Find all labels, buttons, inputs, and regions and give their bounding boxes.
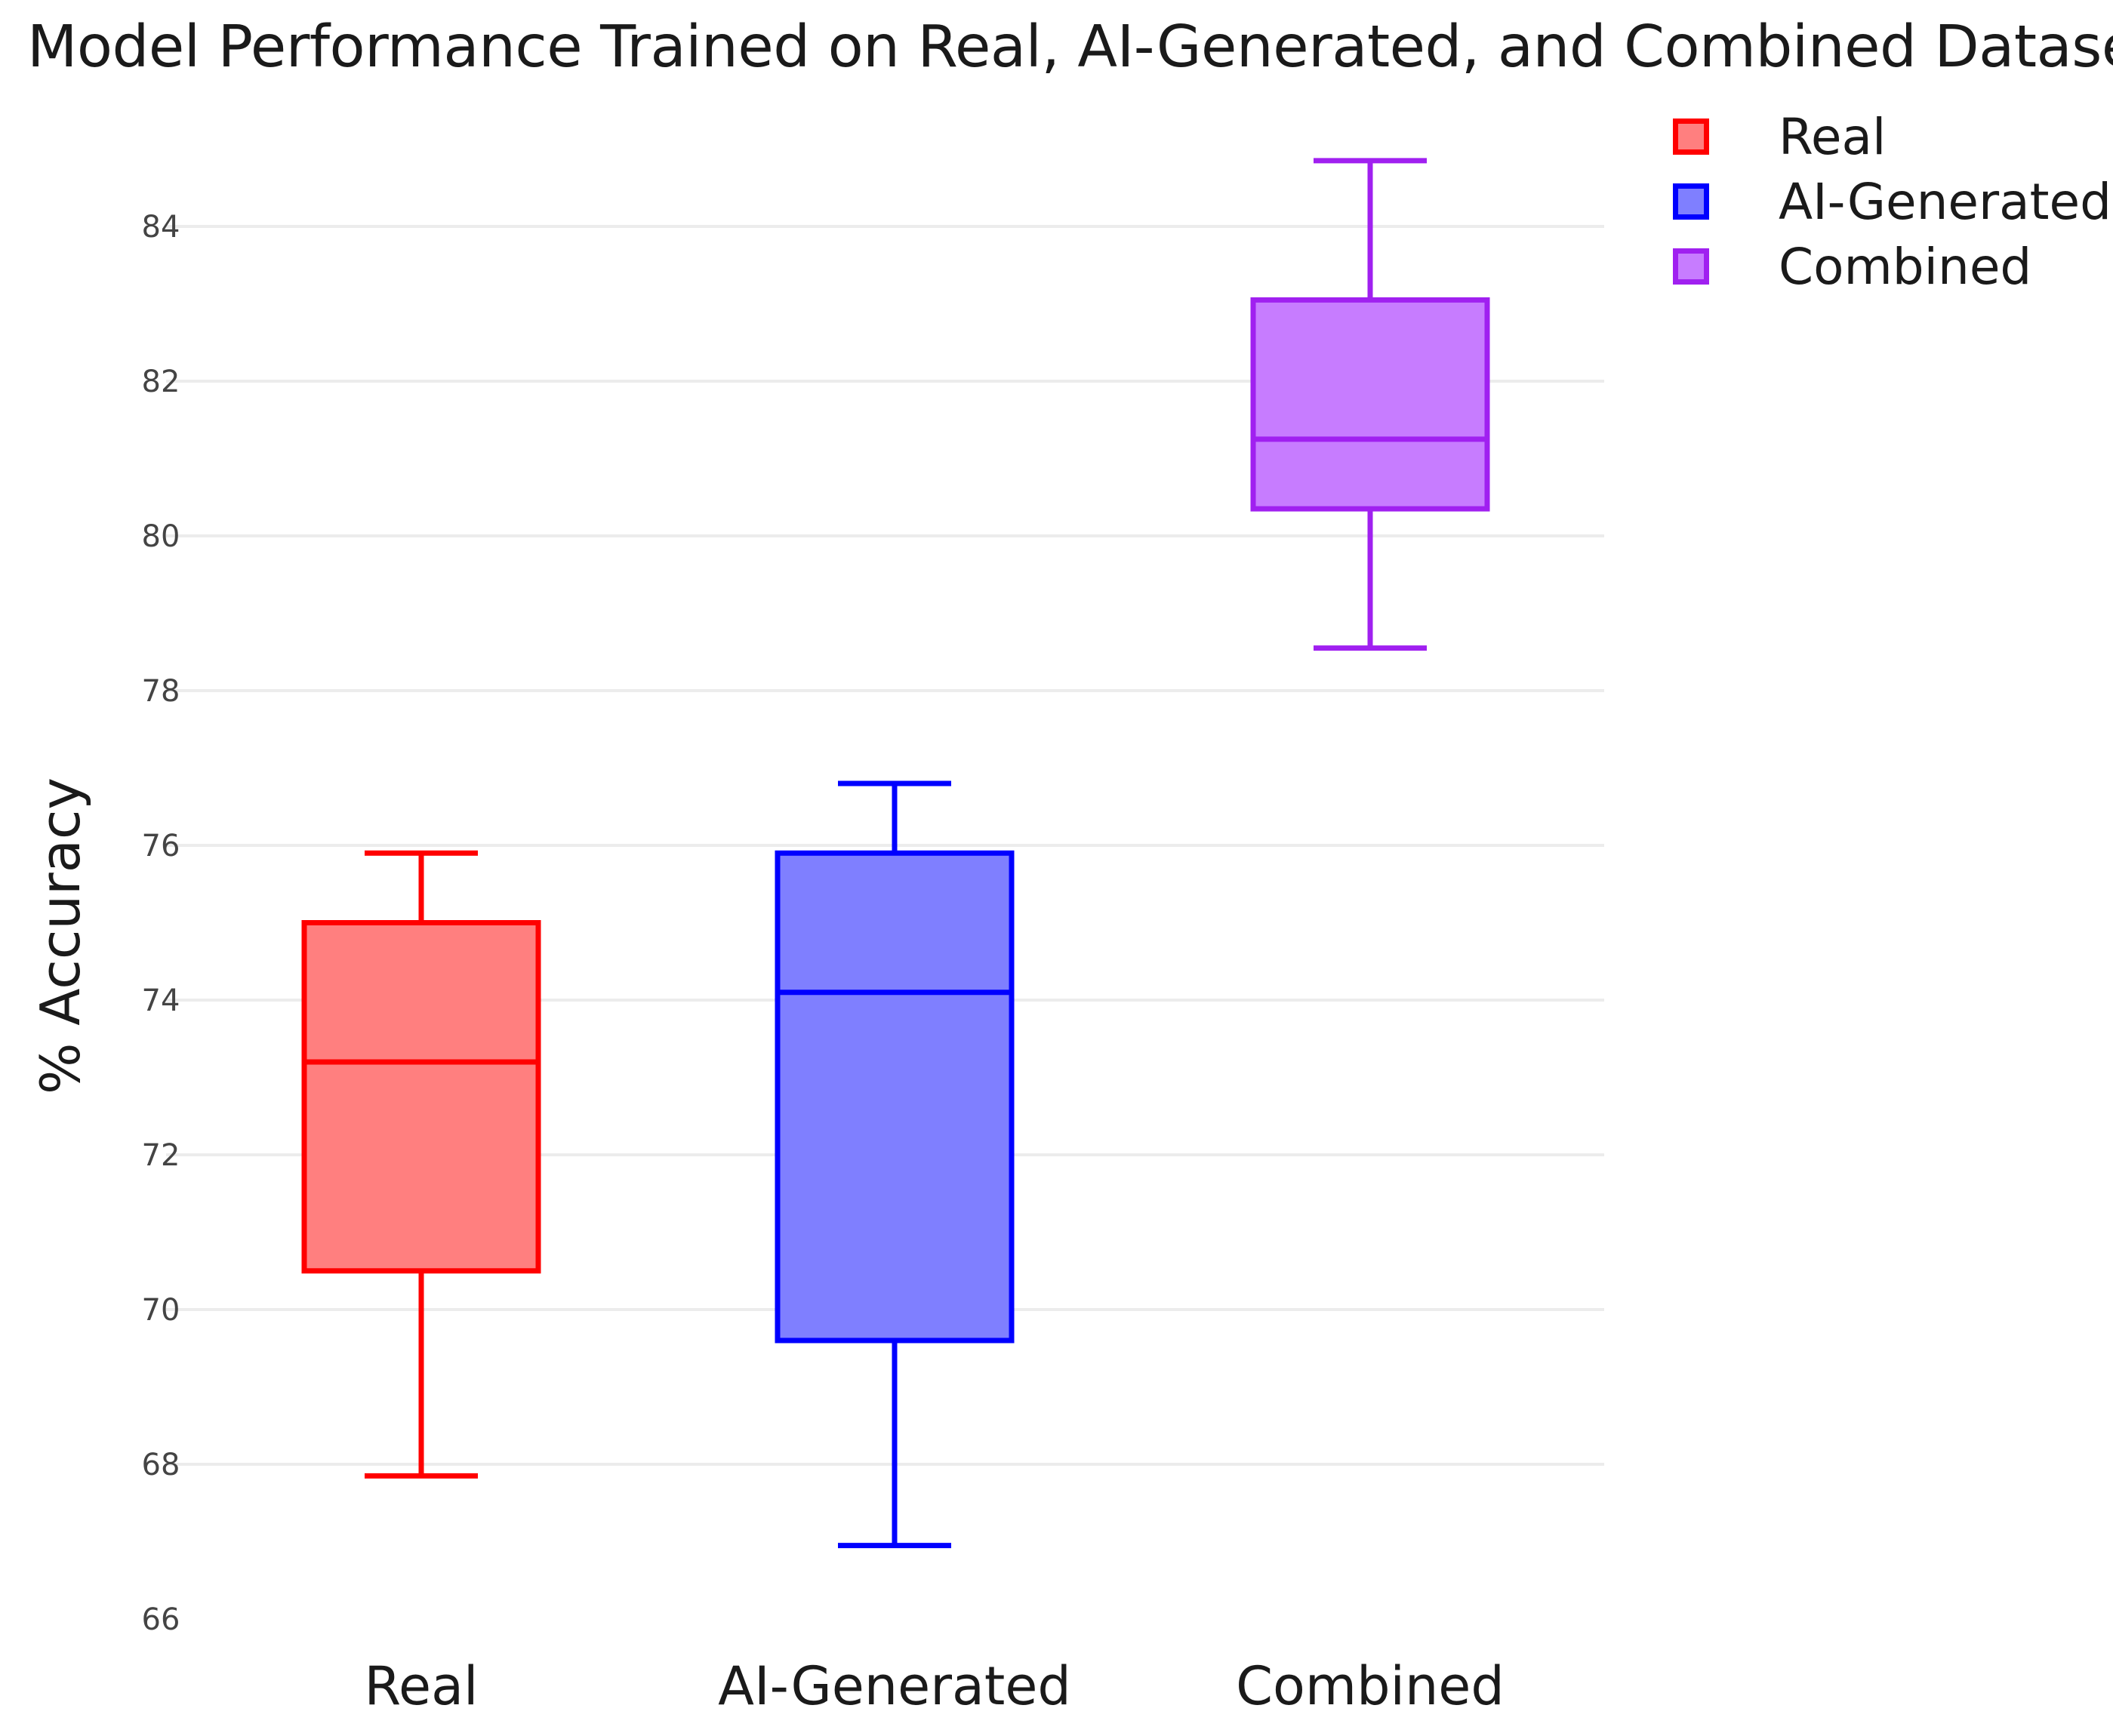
y-tick-label: 66 bbox=[142, 1602, 180, 1637]
y-tick-label: 78 bbox=[142, 674, 180, 709]
y-tick-label: 70 bbox=[142, 1293, 180, 1328]
box-ai-generated bbox=[775, 780, 1015, 1549]
y-tick-label: 76 bbox=[142, 829, 180, 863]
y-tick-label: 82 bbox=[142, 365, 180, 399]
iqr-box bbox=[1250, 297, 1490, 512]
legend: Real AI-Generated Combined bbox=[1673, 104, 2111, 299]
legend-swatch bbox=[1673, 248, 1709, 285]
y-tick-label: 74 bbox=[142, 983, 180, 1018]
chart-title: Model Performance Trained on Real, AI-Ge… bbox=[27, 14, 2113, 81]
legend-label: AI-Generated bbox=[1779, 172, 2111, 231]
y-tick-label: 68 bbox=[142, 1448, 180, 1482]
legend-label: Real bbox=[1779, 107, 1887, 166]
x-tick-label: AI-Generated bbox=[718, 1655, 1071, 1717]
x-tick-label: Combined bbox=[1236, 1655, 1505, 1717]
legend-item: Combined bbox=[1673, 234, 2111, 299]
y-tick-label: 80 bbox=[142, 519, 180, 554]
y-tick-label: 72 bbox=[142, 1138, 180, 1173]
legend-swatch bbox=[1673, 119, 1709, 155]
iqr-box bbox=[301, 920, 541, 1274]
legend-swatch bbox=[1673, 183, 1709, 220]
box-combined bbox=[1250, 158, 1490, 651]
y-tick-label: 84 bbox=[142, 210, 180, 245]
legend-label: Combined bbox=[1779, 237, 2032, 296]
legend-item: AI-Generated bbox=[1673, 169, 2111, 234]
x-tick-label: Real bbox=[365, 1655, 479, 1717]
box-real bbox=[301, 850, 541, 1479]
iqr-box bbox=[775, 850, 1015, 1344]
y-axis-label: % Accuracy bbox=[29, 777, 92, 1094]
legend-item: Real bbox=[1673, 104, 2111, 169]
